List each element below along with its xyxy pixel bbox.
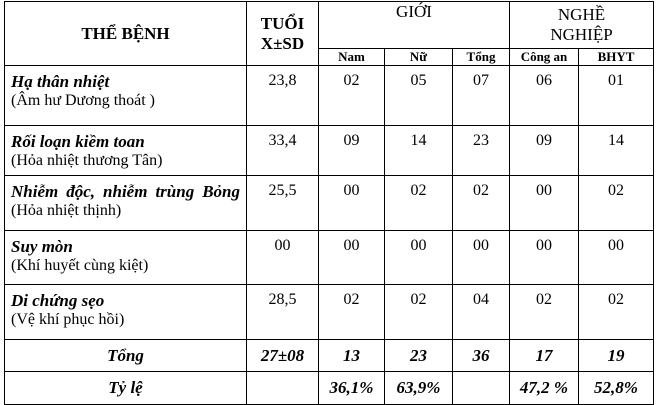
cell: 23	[384, 339, 453, 372]
cell: 06	[509, 65, 579, 126]
cell: 02	[384, 284, 453, 340]
cell: 00	[318, 175, 385, 231]
header-cell: GIỚI	[318, 1, 510, 49]
cell: 00	[384, 230, 453, 285]
cell: 02	[452, 175, 510, 231]
header-text: TUỔI	[260, 13, 305, 33]
disease-cell: Nhiễm độc, nhiễm trùng Bỏng (Hỏa nhiệt th…	[4, 175, 247, 231]
subheader-cell: BHYT	[578, 48, 654, 66]
cell: 14	[384, 125, 453, 176]
disease-cell: Rối loạn kiềm toan (Hỏa nhiệt thương Tân)	[4, 125, 247, 176]
row: Suy mòn (Khí huyết cùng kiệt) 00 00 00 00 00 00	[4, 230, 654, 285]
cell: 23,8	[246, 65, 319, 126]
cell: 07	[452, 65, 510, 126]
empty-cell	[452, 371, 510, 405]
header-cell: THỂ BỆNH	[4, 1, 247, 66]
subheader-cell: Nữ	[384, 48, 453, 66]
disease-note: (Hỏa nhiệt thịnh)	[11, 202, 122, 219]
cell: 28,5	[246, 284, 319, 340]
cell: 00	[246, 230, 319, 285]
cell: 25,5	[246, 175, 319, 231]
total-label: Tổng	[4, 339, 247, 372]
cell: 00	[318, 230, 385, 285]
cell: 23	[452, 125, 510, 176]
disease-name: Suy mòn	[11, 237, 73, 256]
disease-note: (Khí huyết cùng kiệt)	[11, 257, 149, 274]
cell: 33,4	[246, 125, 319, 176]
cell: 02	[509, 284, 579, 340]
empty-cell	[246, 371, 319, 405]
cell: 02	[578, 175, 654, 231]
subheader-cell: Nam	[318, 48, 385, 66]
disease-name: Rối loạn kiềm toan	[11, 132, 145, 151]
cell: 27±08	[246, 339, 319, 372]
disease-cell: Suy mòn (Khí huyết cùng kiệt)	[4, 230, 247, 285]
cell: 04	[452, 284, 510, 340]
header-text: X±SD	[260, 33, 305, 53]
disease-note: (Âm hư Dương thoát )	[11, 92, 156, 109]
disease-cell: Di chứng sẹo (Vệ khí phục hồi)	[4, 284, 247, 340]
cell: 63,9%	[384, 371, 453, 405]
disease-name: Hạ thân nhiệt	[11, 72, 110, 91]
cell: 02	[318, 65, 385, 126]
row: Di chứng sẹo (Vệ khí phục hồi) 28,5 02 02 04 0…	[4, 284, 654, 340]
cell: 36,1%	[318, 371, 385, 405]
header-cell: NGHỀ NGHIỆP	[509, 1, 654, 49]
header-cell: TUỔI X±SD	[246, 1, 319, 66]
cell: 00	[509, 175, 579, 231]
cell: 14	[578, 125, 654, 176]
row: Rối loạn kiềm toan (Hỏa nhiệt thương Tân)…	[4, 125, 654, 176]
row: Hạ thân nhiệt (Âm hư Dương thoát ) 23,8 02 0…	[4, 65, 654, 126]
cell: 02	[318, 284, 385, 340]
row: Nhiễm độc, nhiễm trùng Bỏng (Hỏa nhiệt th…	[4, 175, 654, 231]
disease-name: Nhiễm độc, nhiễm trùng Bỏng	[11, 182, 240, 201]
header-text: NGHỀ	[557, 5, 606, 24]
cell: 19	[578, 339, 654, 372]
cell: 36	[452, 339, 510, 372]
disease-cell: Hạ thân nhiệt (Âm hư Dương thoát )	[4, 65, 247, 126]
cell: 52,8%	[578, 371, 654, 405]
cell: 00	[578, 230, 654, 285]
cell: 05	[384, 65, 453, 126]
cell: 00	[452, 230, 510, 285]
cell: 13	[318, 339, 385, 372]
cell: 00	[509, 230, 579, 285]
disease-note: (Vệ khí phục hồi)	[11, 311, 125, 328]
disease-note: (Hỏa nhiệt thương Tân)	[11, 152, 163, 169]
cell: 01	[578, 65, 654, 126]
cell: 09	[318, 125, 385, 176]
cell: 17	[509, 339, 579, 372]
cell: 02	[578, 284, 654, 340]
cell: 02	[384, 175, 453, 231]
table: THỂ BỆNH TUỔI X±SD GIỚI NGHỀ NGHIỆP Nam Nữ T…	[4, 1, 654, 405]
subheader-cell: Công an	[509, 48, 579, 66]
header-text: NGHIỆP	[550, 25, 613, 44]
cell: 47,2 %	[509, 371, 579, 405]
cell: 09	[509, 125, 579, 176]
disease-name: Di chứng sẹo	[11, 291, 105, 310]
subheader-cell: Tổng	[452, 48, 510, 66]
ratio-label: Tỷ lệ	[4, 371, 247, 405]
